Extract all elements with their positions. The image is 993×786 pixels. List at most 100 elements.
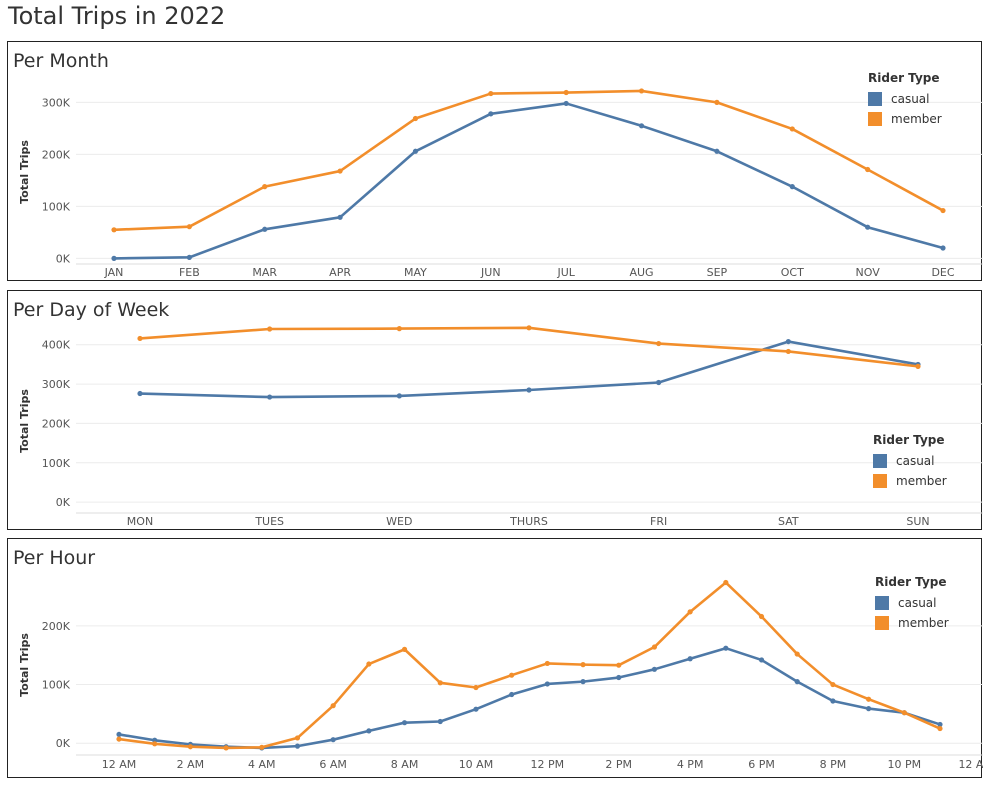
data-point-member[interactable] <box>437 680 443 686</box>
data-point-casual[interactable] <box>687 656 693 662</box>
data-point-member[interactable] <box>294 735 301 741</box>
data-point-casual[interactable] <box>638 123 645 129</box>
data-point-casual[interactable] <box>116 731 122 738</box>
data-point-casual[interactable] <box>330 737 336 743</box>
legend-label-member: member <box>896 474 947 488</box>
legend-item-casual[interactable]: casual <box>873 451 983 471</box>
data-point-member[interactable] <box>267 326 273 332</box>
data-point-casual[interactable] <box>656 379 662 386</box>
casual-swatch-icon <box>875 596 889 610</box>
data-point-member[interactable] <box>396 326 402 332</box>
data-point-casual[interactable] <box>563 100 569 107</box>
data-point-member[interactable] <box>785 348 791 355</box>
data-point-member[interactable] <box>111 227 117 233</box>
data-point-member[interactable] <box>638 88 645 94</box>
data-point-member[interactable] <box>714 99 720 105</box>
data-point-member[interactable] <box>866 696 872 702</box>
series-line-casual[interactable] <box>117 646 942 750</box>
data-point-member[interactable] <box>488 90 494 97</box>
data-point-member[interactable] <box>401 646 408 652</box>
data-point-casual[interactable] <box>366 728 372 734</box>
data-point-member[interactable] <box>259 744 265 750</box>
data-point-member[interactable] <box>656 340 662 347</box>
data-point-casual[interactable] <box>473 706 479 712</box>
data-point-member[interactable] <box>186 224 192 230</box>
legend-item-member[interactable]: member <box>868 109 978 129</box>
data-point-casual[interactable] <box>111 255 117 261</box>
data-point-casual[interactable] <box>267 394 273 400</box>
data-point-member[interactable] <box>137 335 143 342</box>
data-point-casual[interactable] <box>396 393 402 399</box>
x-tick-label: NOV <box>856 266 881 279</box>
data-point-casual[interactable] <box>789 184 795 190</box>
data-point-casual[interactable] <box>866 706 872 712</box>
series-line-member[interactable] <box>117 581 942 750</box>
x-tick-label: MAY <box>404 266 427 279</box>
data-point-member[interactable] <box>526 325 532 331</box>
x-tick-label: 4 PM <box>677 758 704 771</box>
data-point-member[interactable] <box>794 651 800 657</box>
data-point-member[interactable] <box>687 609 693 615</box>
data-point-member[interactable] <box>473 684 479 691</box>
series-line-casual[interactable] <box>112 102 945 260</box>
series-line-member[interactable] <box>112 89 945 232</box>
data-point-member[interactable] <box>723 579 729 586</box>
data-point-member[interactable] <box>616 662 622 668</box>
data-point-casual[interactable] <box>830 698 836 704</box>
data-point-member[interactable] <box>830 681 836 688</box>
data-point-casual[interactable] <box>714 148 720 154</box>
data-point-member[interactable] <box>509 672 515 678</box>
legend-item-member[interactable]: member <box>873 471 983 491</box>
data-point-member[interactable] <box>563 89 569 96</box>
data-point-member[interactable] <box>116 736 122 742</box>
data-point-casual[interactable] <box>509 691 515 698</box>
data-point-casual[interactable] <box>865 224 871 230</box>
data-point-casual[interactable] <box>294 743 301 749</box>
data-point-casual[interactable] <box>186 254 192 260</box>
data-point-member[interactable] <box>187 744 193 750</box>
data-point-casual[interactable] <box>758 657 765 663</box>
data-point-casual[interactable] <box>401 720 408 726</box>
data-point-member[interactable] <box>580 662 586 668</box>
per-hour-panel: Per Hour 0K 100K 200K Total Trips 12 AM 2 AM 4… <box>7 538 985 778</box>
data-point-member[interactable] <box>651 644 658 650</box>
data-point-member[interactable] <box>865 166 871 173</box>
data-point-casual[interactable] <box>488 111 494 117</box>
data-point-casual[interactable] <box>526 387 532 393</box>
data-point-casual[interactable] <box>937 721 943 728</box>
data-point-casual[interactable] <box>337 214 343 220</box>
data-point-member[interactable] <box>366 661 372 667</box>
data-point-casual[interactable] <box>262 226 268 232</box>
data-point-member[interactable] <box>789 126 795 132</box>
data-point-member[interactable] <box>915 363 921 369</box>
data-point-casual[interactable] <box>651 666 658 672</box>
data-point-casual[interactable] <box>437 718 443 725</box>
legend-item-casual[interactable]: casual <box>875 593 985 613</box>
data-point-casual[interactable] <box>412 148 419 154</box>
data-point-member[interactable] <box>937 725 943 732</box>
data-point-member[interactable] <box>901 710 907 716</box>
data-point-casual[interactable] <box>137 390 143 397</box>
y-axis-label: Total Trips <box>18 633 31 697</box>
data-point-casual[interactable] <box>794 679 800 685</box>
data-point-casual[interactable] <box>544 681 550 687</box>
data-point-member[interactable] <box>544 660 550 667</box>
data-point-casual[interactable] <box>723 645 729 651</box>
series-line-member[interactable] <box>138 326 920 368</box>
data-point-casual[interactable] <box>616 674 622 681</box>
legend-item-casual[interactable]: casual <box>868 89 978 109</box>
data-point-member[interactable] <box>262 184 268 190</box>
data-point-member[interactable] <box>758 613 765 620</box>
x-tick-label: MON <box>127 515 153 528</box>
data-point-member[interactable] <box>152 741 158 747</box>
data-point-member[interactable] <box>337 168 343 174</box>
legend-item-member[interactable]: member <box>875 613 985 633</box>
data-point-casual[interactable] <box>940 245 946 251</box>
data-point-casual[interactable] <box>785 338 791 345</box>
data-point-member[interactable] <box>330 703 336 709</box>
data-point-casual[interactable] <box>580 679 586 685</box>
data-point-member[interactable] <box>412 115 419 122</box>
panel-title-per-month: Per Month <box>13 50 109 72</box>
data-point-member[interactable] <box>940 207 946 214</box>
data-point-member[interactable] <box>223 745 229 751</box>
